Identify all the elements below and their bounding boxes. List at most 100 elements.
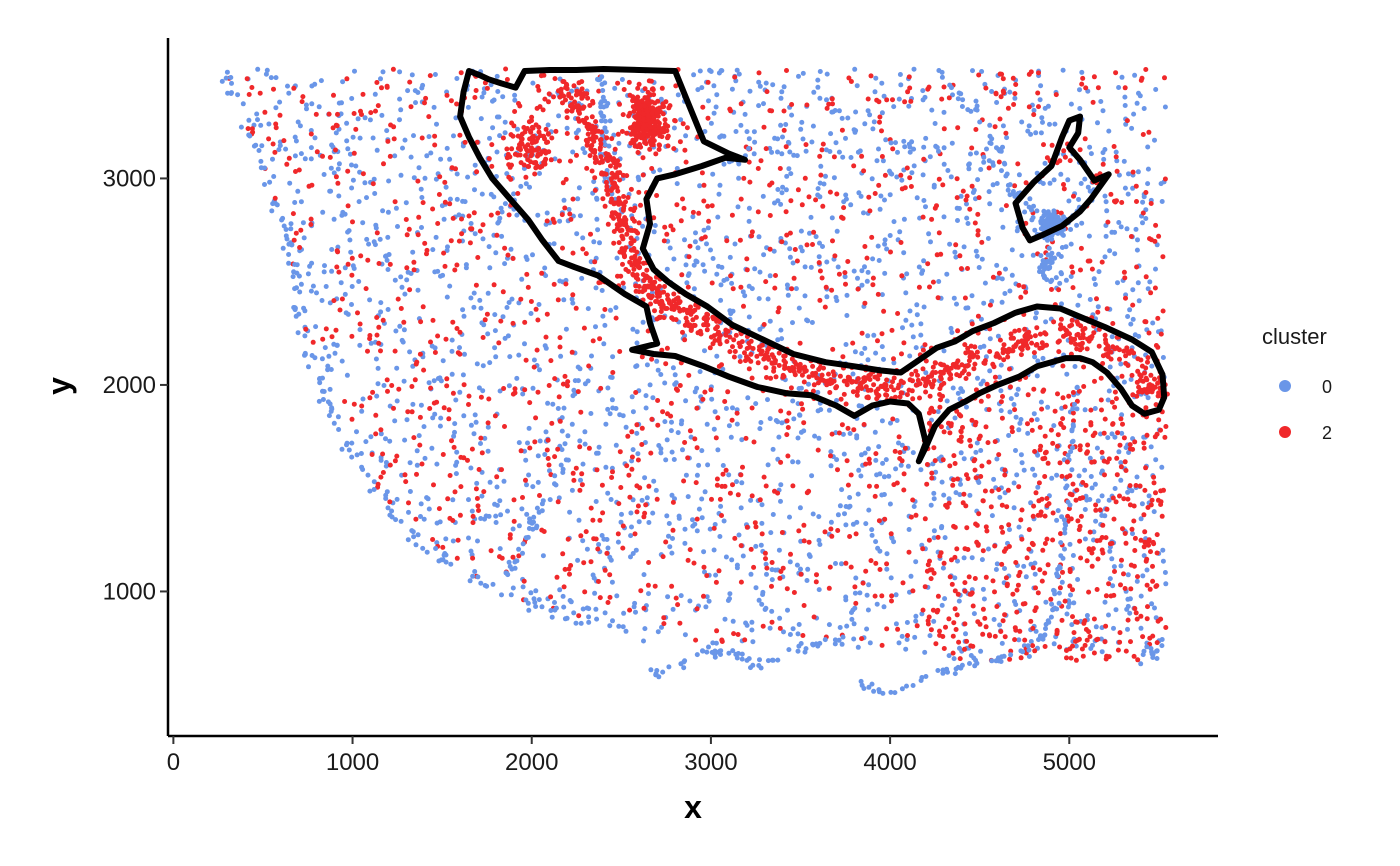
point-cluster-2: [1036, 104, 1041, 110]
point-cluster-0: [1007, 527, 1012, 533]
point-cluster-0: [697, 369, 703, 375]
point-cluster-2: [1000, 529, 1006, 535]
point-cluster-0: [522, 341, 527, 347]
point-cluster-0: [279, 217, 285, 223]
point-cluster-0: [477, 297, 483, 303]
point-cluster-2: [728, 273, 734, 279]
point-cluster-0: [492, 312, 498, 318]
point-cluster-0: [599, 533, 605, 538]
point-cluster-0: [1002, 291, 1008, 296]
point-cluster-0: [999, 168, 1004, 174]
point-cluster-0: [826, 407, 832, 413]
point-cluster-0: [620, 624, 626, 630]
point-cluster-2: [1022, 326, 1028, 332]
point-cluster-2: [951, 620, 957, 626]
point-cluster-2: [823, 284, 829, 290]
point-cluster-2: [771, 365, 777, 371]
point-cluster-2: [829, 287, 835, 293]
point-cluster-0: [927, 154, 933, 160]
point-cluster-0: [704, 649, 710, 655]
point-cluster-2: [691, 560, 697, 566]
point-cluster-0: [288, 226, 294, 232]
point-cluster-2: [390, 66, 396, 72]
point-cluster-0: [504, 571, 510, 577]
point-cluster-0: [852, 590, 858, 596]
point-cluster-2: [733, 332, 739, 338]
point-cluster-0: [416, 165, 422, 171]
point-cluster-0: [770, 82, 776, 88]
point-cluster-0: [1035, 452, 1041, 458]
point-cluster-0: [933, 143, 939, 149]
point-cluster-2: [314, 149, 320, 155]
point-cluster-2: [973, 127, 979, 132]
point-cluster-2: [934, 203, 939, 209]
point-cluster-0: [381, 383, 387, 388]
point-cluster-2: [1135, 574, 1140, 580]
point-cluster-0: [326, 353, 332, 359]
point-cluster-2: [661, 615, 667, 621]
point-cluster-2: [426, 114, 432, 120]
point-cluster-2: [915, 377, 921, 383]
point-cluster-0: [785, 139, 791, 145]
point-cluster-2: [1148, 201, 1154, 206]
point-cluster-0: [865, 333, 871, 339]
point-cluster-2: [958, 266, 964, 272]
point-cluster-2: [784, 586, 790, 592]
point-cluster-0: [502, 130, 508, 136]
point-cluster-2: [709, 280, 715, 286]
point-cluster-2: [908, 514, 914, 520]
point-cluster-2: [928, 627, 934, 633]
point-cluster-2: [544, 311, 550, 317]
point-cluster-0: [759, 502, 765, 508]
point-cluster-2: [972, 576, 978, 581]
point-cluster-2: [420, 304, 426, 310]
point-cluster-0: [757, 426, 763, 432]
point-cluster-0: [353, 163, 359, 169]
point-cluster-2: [1112, 389, 1118, 395]
point-cluster-2: [368, 110, 374, 116]
point-cluster-2: [776, 363, 782, 368]
point-cluster-0: [630, 326, 636, 332]
point-cluster-0: [775, 136, 781, 142]
point-cluster-0: [871, 688, 877, 694]
point-cluster-0: [758, 665, 764, 671]
point-cluster-2: [475, 503, 481, 509]
point-cluster-2: [1013, 627, 1019, 633]
point-cluster-0: [607, 118, 613, 124]
point-cluster-0: [460, 307, 466, 313]
point-cluster-0: [906, 527, 912, 532]
point-cluster-2: [998, 629, 1004, 634]
point-cluster-2: [865, 96, 871, 102]
point-cluster-2: [349, 416, 355, 422]
point-cluster-0: [694, 528, 700, 534]
point-cluster-2: [933, 641, 939, 647]
point-cluster-0: [977, 119, 983, 125]
point-cluster-0: [859, 282, 865, 288]
point-cluster-0: [263, 71, 269, 77]
point-cluster-2: [868, 558, 874, 564]
point-cluster-0: [523, 254, 529, 260]
point-cluster-0: [896, 440, 901, 446]
point-cluster-0: [721, 133, 727, 139]
point-cluster-0: [1116, 220, 1122, 225]
point-cluster-2: [709, 496, 714, 502]
point-cluster-2: [1134, 199, 1139, 204]
point-cluster-2: [796, 528, 802, 534]
point-cluster-2: [1026, 527, 1032, 533]
point-cluster-2: [659, 347, 665, 353]
point-cluster-0: [817, 69, 823, 74]
point-cluster-0: [537, 438, 543, 444]
point-cluster-0: [552, 600, 557, 605]
point-cluster-0: [1130, 287, 1136, 293]
point-cluster-2: [792, 247, 798, 252]
point-cluster-0: [1003, 266, 1008, 272]
point-cluster-0: [761, 101, 766, 107]
point-cluster-2: [1122, 586, 1128, 591]
point-cluster-0: [429, 445, 435, 451]
point-cluster-0: [1062, 530, 1068, 536]
point-cluster-2: [1159, 513, 1165, 519]
point-cluster-0: [944, 271, 950, 277]
point-cluster-2: [1050, 440, 1056, 446]
point-cluster-0: [559, 447, 565, 453]
point-cluster-2: [1129, 526, 1135, 532]
